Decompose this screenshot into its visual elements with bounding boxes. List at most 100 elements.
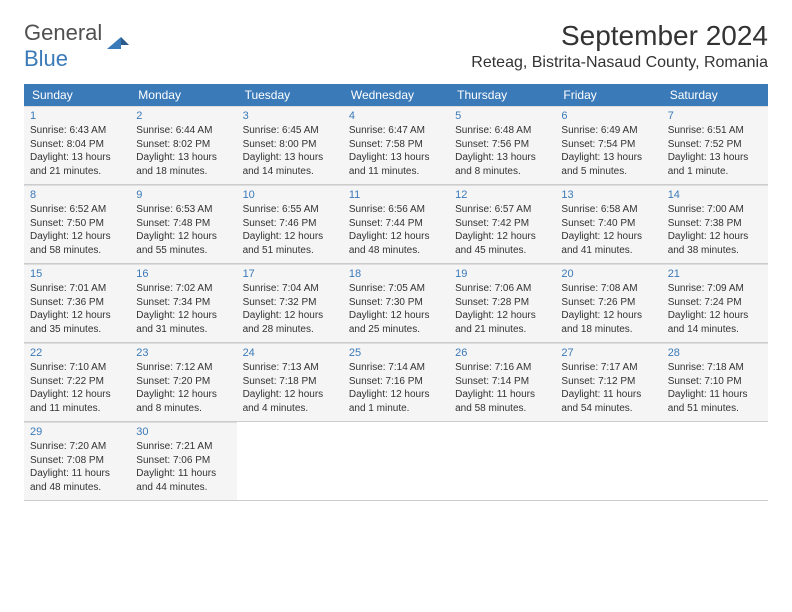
day-cell: 14 Sunrise: 7:00 AMSunset: 7:38 PMDayligh…: [662, 185, 768, 263]
day-number: 7: [668, 110, 762, 122]
day-cell: 20 Sunrise: 7:08 AMSunset: 7:26 PMDayligh…: [555, 264, 661, 342]
week-row: 8Sunrise: 6:52 AMSunset: 7:50 PMDaylight…: [24, 185, 768, 264]
day-info: Sunrise: 7:13 AMSunset: 7:18 PMDaylight:…: [243, 361, 337, 415]
calendar: SundayMondayTuesdayWednesdayThursdayFrid…: [24, 84, 768, 501]
logo: General Blue: [24, 20, 131, 72]
day-number: 28: [668, 347, 762, 359]
day-info: Sunrise: 6:48 AMSunset: 7:56 PMDaylight:…: [455, 124, 549, 178]
day-cell: 13 Sunrise: 6:58 AMSunset: 7:40 PMDayligh…: [555, 185, 661, 263]
day-header-saturday: Saturday: [662, 84, 768, 106]
day-info: Sunrise: 7:20 AMSunset: 7:08 PMDaylight:…: [30, 440, 124, 494]
day-cell-empty: [662, 422, 768, 500]
day-info: Sunrise: 7:18 AMSunset: 7:10 PMDaylight:…: [668, 361, 762, 415]
day-number: 24: [243, 347, 337, 359]
day-number: 26: [455, 347, 549, 359]
day-cell: 26 Sunrise: 7:16 AMSunset: 7:14 PMDayligh…: [449, 343, 555, 421]
day-info: Sunrise: 7:17 AMSunset: 7:12 PMDaylight:…: [561, 361, 655, 415]
day-number: 18: [349, 268, 443, 280]
day-cell: 5 Sunrise: 6:48 AMSunset: 7:56 PMDaylight…: [449, 106, 555, 184]
day-number: 29: [30, 426, 124, 438]
day-header-friday: Friday: [555, 84, 661, 106]
day-number: 2: [136, 110, 230, 122]
day-cell: 30Sunrise: 7:21 AMSunset: 7:06 PMDayligh…: [130, 422, 236, 500]
day-info: Sunrise: 6:45 AMSunset: 8:00 PMDaylight:…: [243, 124, 337, 178]
day-cell: 3 Sunrise: 6:45 AMSunset: 8:00 PMDaylight…: [237, 106, 343, 184]
day-cell: 12 Sunrise: 6:57 AMSunset: 7:42 PMDayligh…: [449, 185, 555, 263]
day-info: Sunrise: 7:08 AMSunset: 7:26 PMDaylight:…: [561, 282, 655, 336]
day-header-monday: Monday: [130, 84, 236, 106]
day-cell: 28 Sunrise: 7:18 AMSunset: 7:10 PMDayligh…: [662, 343, 768, 421]
day-number: 9: [136, 189, 230, 201]
day-info: Sunrise: 6:55 AMSunset: 7:46 PMDaylight:…: [243, 203, 337, 257]
day-info: Sunrise: 7:16 AMSunset: 7:14 PMDaylight:…: [455, 361, 549, 415]
weeks-container: 1 Sunrise: 6:43 AMSunset: 8:04 PMDaylight…: [24, 106, 768, 501]
day-number: 30: [136, 426, 230, 438]
day-info: Sunrise: 7:02 AMSunset: 7:34 PMDaylight:…: [136, 282, 230, 336]
day-header-thursday: Thursday: [449, 84, 555, 106]
day-info: Sunrise: 7:10 AMSunset: 7:22 PMDaylight:…: [30, 361, 124, 415]
day-headers-row: SundayMondayTuesdayWednesdayThursdayFrid…: [24, 84, 768, 106]
day-number: 5: [455, 110, 549, 122]
day-info: Sunrise: 6:56 AMSunset: 7:44 PMDaylight:…: [349, 203, 443, 257]
day-info: Sunrise: 7:05 AMSunset: 7:30 PMDaylight:…: [349, 282, 443, 336]
day-cell: 4 Sunrise: 6:47 AMSunset: 7:58 PMDaylight…: [343, 106, 449, 184]
day-info: Sunrise: 6:58 AMSunset: 7:40 PMDaylight:…: [561, 203, 655, 257]
day-number: 1: [30, 110, 124, 122]
day-header-tuesday: Tuesday: [237, 84, 343, 106]
day-info: Sunrise: 7:04 AMSunset: 7:32 PMDaylight:…: [243, 282, 337, 336]
day-number: 27: [561, 347, 655, 359]
day-cell: 1 Sunrise: 6:43 AMSunset: 8:04 PMDaylight…: [24, 106, 130, 184]
day-cell: 11 Sunrise: 6:56 AMSunset: 7:44 PMDayligh…: [343, 185, 449, 263]
day-number: 22: [30, 347, 124, 359]
day-cell: 18 Sunrise: 7:05 AMSunset: 7:30 PMDayligh…: [343, 264, 449, 342]
day-info: Sunrise: 6:43 AMSunset: 8:04 PMDaylight:…: [30, 124, 124, 178]
day-info: Sunrise: 7:14 AMSunset: 7:16 PMDaylight:…: [349, 361, 443, 415]
day-info: Sunrise: 6:47 AMSunset: 7:58 PMDaylight:…: [349, 124, 443, 178]
day-info: Sunrise: 6:51 AMSunset: 7:52 PMDaylight:…: [668, 124, 762, 178]
day-cell: 2 Sunrise: 6:44 AMSunset: 8:02 PMDaylight…: [130, 106, 236, 184]
week-row: 15Sunrise: 7:01 AMSunset: 7:36 PMDayligh…: [24, 264, 768, 343]
day-number: 14: [668, 189, 762, 201]
day-cell: 19Sunrise: 7:06 AMSunset: 7:28 PMDayligh…: [449, 264, 555, 342]
day-number: 23: [136, 347, 230, 359]
day-number: 13: [561, 189, 655, 201]
day-number: 3: [243, 110, 337, 122]
logo-text-general: General: [24, 20, 102, 45]
day-number: 11: [349, 189, 443, 201]
day-cell: 23 Sunrise: 7:12 AMSunset: 7:20 PMDayligh…: [130, 343, 236, 421]
day-cell: 15Sunrise: 7:01 AMSunset: 7:36 PMDayligh…: [24, 264, 130, 342]
week-row: 29 Sunrise: 7:20 AMSunset: 7:08 PMDayligh…: [24, 422, 768, 501]
month-title: September 2024: [471, 20, 768, 52]
logo-flag-icon: [107, 35, 131, 58]
week-row: 1 Sunrise: 6:43 AMSunset: 8:04 PMDaylight…: [24, 106, 768, 185]
day-number: 20: [561, 268, 655, 280]
day-info: Sunrise: 6:44 AMSunset: 8:02 PMDaylight:…: [136, 124, 230, 178]
day-cell-empty: [343, 422, 449, 500]
day-info: Sunrise: 7:12 AMSunset: 7:20 PMDaylight:…: [136, 361, 230, 415]
day-info: Sunrise: 6:57 AMSunset: 7:42 PMDaylight:…: [455, 203, 549, 257]
location: Reteag, Bistrita-Nasaud County, Romania: [471, 54, 768, 72]
day-number: 17: [243, 268, 337, 280]
day-number: 10: [243, 189, 337, 201]
day-info: Sunrise: 7:06 AMSunset: 7:28 PMDaylight:…: [455, 282, 549, 336]
day-cell: 25Sunrise: 7:14 AMSunset: 7:16 PMDayligh…: [343, 343, 449, 421]
day-header-sunday: Sunday: [24, 84, 130, 106]
day-cell: 7 Sunrise: 6:51 AMSunset: 7:52 PMDaylight…: [662, 106, 768, 184]
day-number: 12: [455, 189, 549, 201]
day-number: 8: [30, 189, 124, 201]
day-info: Sunrise: 7:01 AMSunset: 7:36 PMDaylight:…: [30, 282, 124, 336]
day-cell: 6Sunrise: 6:49 AMSunset: 7:54 PMDaylight…: [555, 106, 661, 184]
week-row: 22 Sunrise: 7:10 AMSunset: 7:22 PMDayligh…: [24, 343, 768, 422]
header: General Blue September 2024 Reteag, Bist…: [24, 20, 768, 72]
day-number: 21: [668, 268, 762, 280]
day-number: 4: [349, 110, 443, 122]
title-section: September 2024 Reteag, Bistrita-Nasaud C…: [471, 20, 768, 72]
day-cell-empty: [449, 422, 555, 500]
day-cell: 17 Sunrise: 7:04 AMSunset: 7:32 PMDayligh…: [237, 264, 343, 342]
day-cell: 29 Sunrise: 7:20 AMSunset: 7:08 PMDayligh…: [24, 422, 130, 500]
day-cell: 16Sunrise: 7:02 AMSunset: 7:34 PMDayligh…: [130, 264, 236, 342]
day-cell: 8Sunrise: 6:52 AMSunset: 7:50 PMDaylight…: [24, 185, 130, 263]
day-cell: 9Sunrise: 6:53 AMSunset: 7:48 PMDaylight…: [130, 185, 236, 263]
day-info: Sunrise: 7:00 AMSunset: 7:38 PMDaylight:…: [668, 203, 762, 257]
day-cell: 22 Sunrise: 7:10 AMSunset: 7:22 PMDayligh…: [24, 343, 130, 421]
